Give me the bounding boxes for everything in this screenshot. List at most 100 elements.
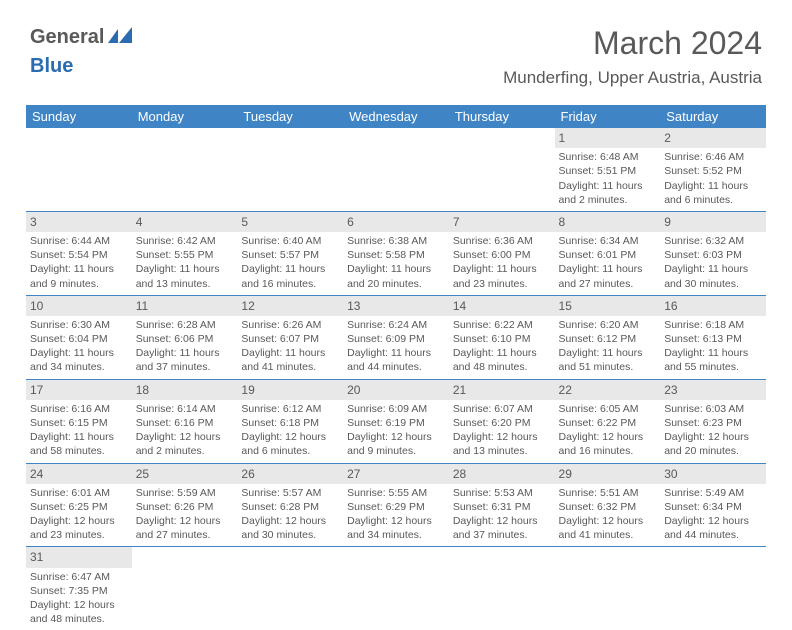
daylight-text: Daylight: 11 hours and 37 minutes. <box>136 346 234 374</box>
weekday-header: Monday <box>132 105 238 128</box>
sunset-text: Sunset: 5:58 PM <box>347 248 445 262</box>
day-number: 1 <box>555 128 661 148</box>
calendar-row: 1Sunrise: 6:48 AMSunset: 5:51 PMDaylight… <box>26 128 766 211</box>
daylight-text: Daylight: 11 hours and 30 minutes. <box>664 262 762 290</box>
day-number: 5 <box>237 212 343 232</box>
sunrise-text: Sunrise: 6:16 AM <box>30 402 128 416</box>
calendar-cell: 17Sunrise: 6:16 AMSunset: 6:15 PMDayligh… <box>26 379 132 463</box>
sunset-text: Sunset: 6:09 PM <box>347 332 445 346</box>
day-details: Sunrise: 6:48 AMSunset: 5:51 PMDaylight:… <box>555 148 661 211</box>
calendar-cell: 22Sunrise: 6:05 AMSunset: 6:22 PMDayligh… <box>555 379 661 463</box>
sunset-text: Sunset: 6:15 PM <box>30 416 128 430</box>
daylight-text: Daylight: 12 hours and 48 minutes. <box>30 598 128 626</box>
day-details: Sunrise: 6:32 AMSunset: 6:03 PMDaylight:… <box>660 232 766 295</box>
calendar-table: Sunday Monday Tuesday Wednesday Thursday… <box>26 105 766 630</box>
day-details: Sunrise: 6:14 AMSunset: 6:16 PMDaylight:… <box>132 400 238 463</box>
sunrise-text: Sunrise: 6:40 AM <box>241 234 339 248</box>
daylight-text: Daylight: 12 hours and 6 minutes. <box>241 430 339 458</box>
daylight-text: Daylight: 12 hours and 16 minutes. <box>559 430 657 458</box>
sunrise-text: Sunrise: 5:57 AM <box>241 486 339 500</box>
day-details: Sunrise: 6:03 AMSunset: 6:23 PMDaylight:… <box>660 400 766 463</box>
sunrise-text: Sunrise: 6:07 AM <box>453 402 551 416</box>
calendar-cell <box>237 128 343 211</box>
calendar-cell: 28Sunrise: 5:53 AMSunset: 6:31 PMDayligh… <box>449 463 555 547</box>
sunrise-text: Sunrise: 6:12 AM <box>241 402 339 416</box>
sunset-text: Sunset: 6:06 PM <box>136 332 234 346</box>
day-number: 7 <box>449 212 555 232</box>
daylight-text: Daylight: 11 hours and 44 minutes. <box>347 346 445 374</box>
calendar-cell: 24Sunrise: 6:01 AMSunset: 6:25 PMDayligh… <box>26 463 132 547</box>
calendar-cell: 6Sunrise: 6:38 AMSunset: 5:58 PMDaylight… <box>343 211 449 295</box>
daylight-text: Daylight: 11 hours and 55 minutes. <box>664 346 762 374</box>
weekday-header: Saturday <box>660 105 766 128</box>
sunset-text: Sunset: 6:25 PM <box>30 500 128 514</box>
day-number: 25 <box>132 464 238 484</box>
daylight-text: Daylight: 11 hours and 20 minutes. <box>347 262 445 290</box>
calendar-cell: 23Sunrise: 6:03 AMSunset: 6:23 PMDayligh… <box>660 379 766 463</box>
sunset-text: Sunset: 5:54 PM <box>30 248 128 262</box>
day-number: 26 <box>237 464 343 484</box>
day-details: Sunrise: 6:05 AMSunset: 6:22 PMDaylight:… <box>555 400 661 463</box>
sunset-text: Sunset: 6:16 PM <box>136 416 234 430</box>
calendar-row: 24Sunrise: 6:01 AMSunset: 6:25 PMDayligh… <box>26 463 766 547</box>
daylight-text: Daylight: 11 hours and 13 minutes. <box>136 262 234 290</box>
sunrise-text: Sunrise: 6:01 AM <box>30 486 128 500</box>
sunrise-text: Sunrise: 6:18 AM <box>664 318 762 332</box>
calendar-cell: 3Sunrise: 6:44 AMSunset: 5:54 PMDaylight… <box>26 211 132 295</box>
sunrise-text: Sunrise: 6:28 AM <box>136 318 234 332</box>
sunset-text: Sunset: 6:20 PM <box>453 416 551 430</box>
sunset-text: Sunset: 7:35 PM <box>30 584 128 598</box>
sunrise-text: Sunrise: 6:34 AM <box>559 234 657 248</box>
daylight-text: Daylight: 12 hours and 13 minutes. <box>453 430 551 458</box>
calendar-cell: 5Sunrise: 6:40 AMSunset: 5:57 PMDaylight… <box>237 211 343 295</box>
sunset-text: Sunset: 6:32 PM <box>559 500 657 514</box>
location: Munderfing, Upper Austria, Austria <box>503 68 762 88</box>
sunset-text: Sunset: 6:22 PM <box>559 416 657 430</box>
sunset-text: Sunset: 6:13 PM <box>664 332 762 346</box>
sunset-text: Sunset: 6:03 PM <box>664 248 762 262</box>
day-details: Sunrise: 5:53 AMSunset: 6:31 PMDaylight:… <box>449 484 555 547</box>
daylight-text: Daylight: 12 hours and 41 minutes. <box>559 514 657 542</box>
calendar-cell: 2Sunrise: 6:46 AMSunset: 5:52 PMDaylight… <box>660 128 766 211</box>
calendar-cell <box>449 547 555 630</box>
day-number: 6 <box>343 212 449 232</box>
sunrise-text: Sunrise: 6:20 AM <box>559 318 657 332</box>
sunset-text: Sunset: 6:01 PM <box>559 248 657 262</box>
day-details: Sunrise: 6:38 AMSunset: 5:58 PMDaylight:… <box>343 232 449 295</box>
day-number: 11 <box>132 296 238 316</box>
sunset-text: Sunset: 6:26 PM <box>136 500 234 514</box>
daylight-text: Daylight: 11 hours and 48 minutes. <box>453 346 551 374</box>
day-details: Sunrise: 6:30 AMSunset: 6:04 PMDaylight:… <box>26 316 132 379</box>
daylight-text: Daylight: 11 hours and 9 minutes. <box>30 262 128 290</box>
day-details: Sunrise: 6:07 AMSunset: 6:20 PMDaylight:… <box>449 400 555 463</box>
weekday-header: Sunday <box>26 105 132 128</box>
sunrise-text: Sunrise: 6:42 AM <box>136 234 234 248</box>
day-details: Sunrise: 6:44 AMSunset: 5:54 PMDaylight:… <box>26 232 132 295</box>
daylight-text: Daylight: 11 hours and 2 minutes. <box>559 179 657 207</box>
day-number: 20 <box>343 380 449 400</box>
sunset-text: Sunset: 5:51 PM <box>559 164 657 178</box>
calendar-cell <box>26 128 132 211</box>
weekday-header: Friday <box>555 105 661 128</box>
day-details: Sunrise: 6:36 AMSunset: 6:00 PMDaylight:… <box>449 232 555 295</box>
calendar-cell <box>132 128 238 211</box>
day-details: Sunrise: 6:12 AMSunset: 6:18 PMDaylight:… <box>237 400 343 463</box>
calendar-cell: 8Sunrise: 6:34 AMSunset: 6:01 PMDaylight… <box>555 211 661 295</box>
calendar-cell: 13Sunrise: 6:24 AMSunset: 6:09 PMDayligh… <box>343 295 449 379</box>
calendar-cell: 7Sunrise: 6:36 AMSunset: 6:00 PMDaylight… <box>449 211 555 295</box>
day-details: Sunrise: 5:49 AMSunset: 6:34 PMDaylight:… <box>660 484 766 547</box>
sunrise-text: Sunrise: 6:22 AM <box>453 318 551 332</box>
sunrise-text: Sunrise: 6:26 AM <box>241 318 339 332</box>
day-details: Sunrise: 6:18 AMSunset: 6:13 PMDaylight:… <box>660 316 766 379</box>
day-details: Sunrise: 5:55 AMSunset: 6:29 PMDaylight:… <box>343 484 449 547</box>
day-number: 22 <box>555 380 661 400</box>
day-details: Sunrise: 6:47 AMSunset: 7:35 PMDaylight:… <box>26 568 132 630</box>
day-number: 8 <box>555 212 661 232</box>
sunrise-text: Sunrise: 6:24 AM <box>347 318 445 332</box>
sunrise-text: Sunrise: 6:38 AM <box>347 234 445 248</box>
sunset-text: Sunset: 5:55 PM <box>136 248 234 262</box>
daylight-text: Daylight: 11 hours and 51 minutes. <box>559 346 657 374</box>
calendar-cell <box>343 547 449 630</box>
sunrise-text: Sunrise: 6:05 AM <box>559 402 657 416</box>
sunrise-text: Sunrise: 5:53 AM <box>453 486 551 500</box>
